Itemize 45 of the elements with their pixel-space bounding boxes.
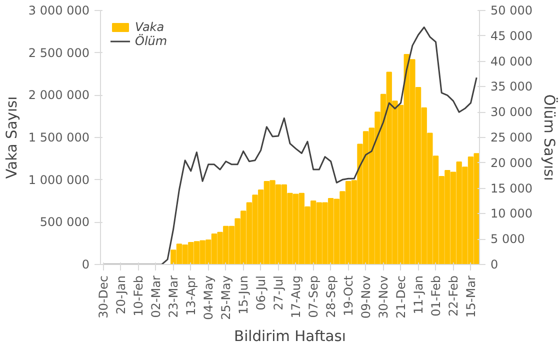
x-tick-label: 19-Oct: [341, 275, 356, 316]
y2-tick-label: 35 000: [490, 80, 532, 94]
legend-label: Ölüm: [135, 34, 168, 48]
x-tick-label: 28-Sep: [324, 276, 338, 318]
y-tick-label: 1 000 000: [28, 172, 90, 187]
x-tick-label: 06-Jul: [254, 275, 268, 310]
y2-tick-label: 45 000: [490, 28, 532, 43]
y2-tick-label: 5 000: [490, 232, 525, 246]
y2-tick-label: 20 000: [490, 156, 532, 170]
x-tick-label: 01-Feb: [428, 275, 443, 316]
y-tick-label: 500 000: [40, 215, 90, 230]
x-tick-label: 09-Nov: [358, 275, 373, 319]
y-tick-label: 2 500 000: [28, 46, 90, 60]
y-tick-label: 2 000 000: [28, 88, 90, 102]
y-tick-label: 3 000 000: [28, 4, 90, 18]
x-tick-label: 30-Dec: [96, 275, 110, 318]
y2-tick-label: 10 000: [490, 206, 532, 221]
x-tick-label: 27-Jul: [271, 275, 286, 310]
legend-label: Vaka: [135, 20, 164, 34]
y2-axis-title: Ölüm Sayısı: [540, 94, 558, 181]
y2-tick-label: 30 000: [490, 105, 532, 120]
x-tick-label: 30-Nov: [376, 275, 390, 319]
x-axis-title: Bildirim Haftası: [234, 328, 346, 345]
x-tick-label: 15-Jun: [236, 275, 250, 315]
x-tick-label: 11-Jan: [411, 276, 426, 314]
x-tick-label: 23-Mar: [166, 275, 180, 318]
x-tick-label: 25-May: [218, 275, 233, 320]
y-tick-label: 0: [82, 258, 90, 272]
y-tick-label: 1 500 000: [28, 130, 90, 144]
x-tick-label: 04-May: [201, 275, 216, 320]
x-tick-label: 20-Jan: [114, 276, 128, 314]
x-tick-label: 13-Apr: [184, 275, 198, 316]
y-axis-title: Vaka Sayısı: [3, 96, 20, 179]
y2-tick-label: 40 000: [490, 54, 532, 68]
y2-tick-label: 25 000: [490, 130, 532, 144]
x-tick-label: 15-Mar: [464, 275, 478, 318]
y2-tick-label: 0: [490, 258, 498, 272]
x-tick-label: 10-Feb: [131, 275, 146, 316]
x-tick-label: 02-Mar: [148, 275, 163, 318]
x-tick-label: 21-Dec: [394, 275, 408, 318]
y2-tick-label: 15 000: [490, 181, 532, 196]
x-tick-label: 07-Sep: [306, 276, 320, 318]
y2-tick-label: 50 000: [490, 4, 532, 18]
x-tick-label: 22-Feb: [446, 275, 460, 316]
x-tick-label: 17-Aug: [288, 275, 303, 318]
